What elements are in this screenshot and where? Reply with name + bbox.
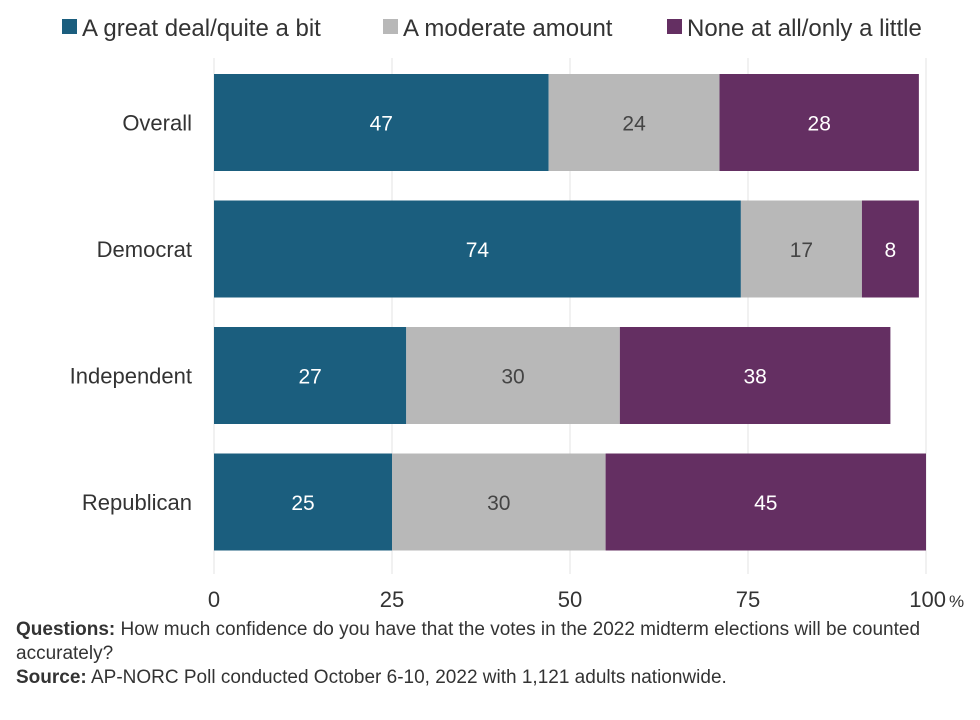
bar-1-2	[861, 200, 919, 298]
data-label-2-1: 30	[501, 366, 524, 389]
x-unit-label: %	[949, 592, 964, 611]
data-label-0-2: 28	[808, 113, 831, 136]
bar-3-1	[392, 453, 606, 551]
category-label-3: Republican	[82, 490, 192, 515]
legend-swatch-2	[667, 19, 682, 34]
bar-2-0	[214, 327, 407, 424]
bar-0-1	[548, 74, 720, 171]
questions-text: How much confidence do you have that the…	[16, 619, 921, 664]
legend-label-2: None at all/only a little	[687, 15, 922, 42]
data-label-1-0: 74	[466, 239, 490, 262]
tick-label-2: 50	[558, 587, 582, 612]
stacked-bar-chart: A great deal/quite a bit A moderate amoun…	[62, 15, 964, 612]
bar-1-1	[740, 200, 862, 298]
bar-0-0	[214, 74, 549, 171]
data-label-0-0: 47	[370, 113, 393, 136]
bar-0-2	[719, 74, 919, 171]
questions-label: Questions:	[16, 619, 116, 640]
data-label-3-2: 45	[754, 492, 777, 515]
x-axis-ticks: 0 25 50 75 100%	[208, 587, 964, 612]
legend-label-0: A great deal/quite a bit	[82, 15, 321, 42]
category-label-0: Overall	[122, 111, 192, 136]
bars: 47 24 28 74 17 8 27 30 38 25 30 45	[214, 74, 926, 551]
legend-swatch-0	[62, 19, 77, 34]
category-label-1: Democrat	[97, 237, 192, 262]
tick-label-4: 100	[909, 587, 946, 612]
chart-notes: Questions: How much confidence do you ha…	[16, 618, 966, 690]
data-label-0-1: 24	[622, 113, 646, 136]
data-label-1-2: 8	[885, 239, 897, 262]
tick-label-1: 25	[380, 587, 404, 612]
bar-2-2	[619, 327, 891, 424]
tick-label-3: 75	[736, 587, 760, 612]
legend-swatch-1	[383, 19, 398, 34]
data-label-2-2: 38	[743, 366, 766, 389]
bar-3-0	[214, 453, 392, 551]
source-note: Source: AP-NORC Poll conducted October 6…	[16, 666, 966, 690]
category-labels: Overall Democrat Independent Republican	[70, 111, 192, 516]
legend-label-1: A moderate amount	[403, 15, 613, 42]
data-label-2-0: 27	[298, 366, 321, 389]
bar-1-0	[214, 200, 741, 298]
questions-note: Questions: How much confidence do you ha…	[16, 618, 966, 666]
data-label-3-1: 30	[487, 492, 510, 515]
tick-label-0: 0	[208, 587, 220, 612]
source-label: Source:	[16, 667, 87, 688]
legend: A great deal/quite a bit A moderate amoun…	[62, 15, 922, 42]
data-label-1-1: 17	[790, 239, 813, 262]
data-label-3-0: 25	[291, 492, 314, 515]
category-label-2: Independent	[70, 364, 192, 389]
bar-3-2	[605, 453, 926, 551]
bar-2-1	[406, 327, 620, 424]
source-text: AP-NORC Poll conducted October 6-10, 202…	[86, 667, 727, 688]
